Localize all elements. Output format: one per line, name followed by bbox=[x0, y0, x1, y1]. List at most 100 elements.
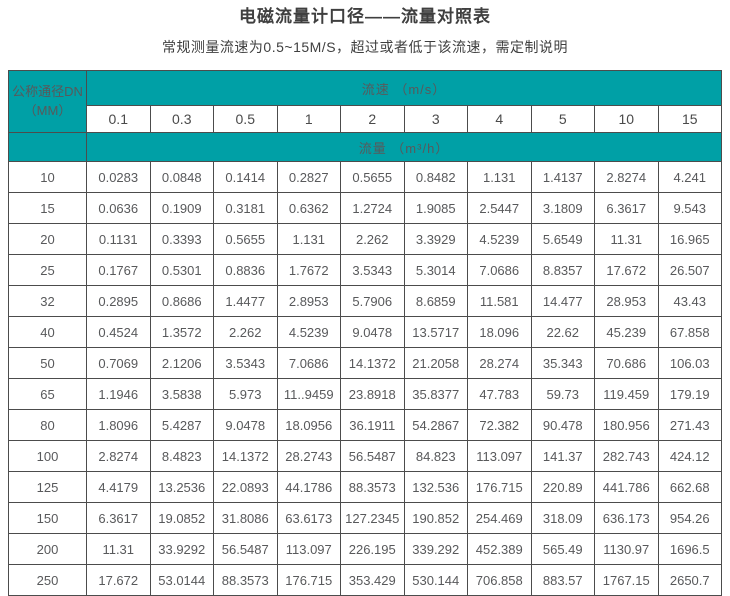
flow-value-cell: 0.8836 bbox=[213, 254, 278, 287]
flow-value-cell: 1130.97 bbox=[594, 533, 659, 566]
flow-value-cell: 452.389 bbox=[467, 533, 532, 566]
page-title: 电磁流量计口径——流量对照表 bbox=[239, 7, 491, 26]
flow-value-cell: 883.57 bbox=[530, 564, 595, 596]
page: 电磁流量计口径——流量对照表 常规测量流速为0.5~15M/S，超过或者低于该流… bbox=[0, 6, 730, 596]
flow-value-cell: 1.4477 bbox=[213, 285, 278, 318]
flow-value-cell: 88.3573 bbox=[213, 564, 278, 596]
velocity-value-cell: 0.3 bbox=[149, 105, 214, 134]
table-row: 10 0.0283 0.0848 0.1414 0.2827 0.5655 0.8482 1.… bbox=[8, 161, 722, 194]
flow-value-cell: 47.783 bbox=[467, 378, 532, 411]
flow-value-cell: 190.852 bbox=[403, 502, 468, 535]
flow-value-cell: 141.37 bbox=[530, 440, 595, 473]
flow-value-cell: 0.7069 bbox=[86, 347, 151, 380]
table-row: 65 1.1946 3.5838 5.973 11..9459 23.8918 35.837… bbox=[8, 378, 722, 411]
flow-value-cell: 6.3617 bbox=[594, 192, 659, 225]
flow-value-cell: 9.543 bbox=[657, 192, 722, 225]
flow-value-cell: 2650.7 bbox=[657, 564, 722, 596]
velocity-value-cell: 5 bbox=[530, 105, 595, 134]
velocity-value-cell: 15 bbox=[657, 105, 722, 134]
flow-value-cell: 18.0956 bbox=[276, 409, 341, 442]
table-row: 15 0.0636 0.1909 0.3181 0.6362 1.2724 1.9085 2.… bbox=[8, 192, 722, 225]
velocity-value-cell: 4 bbox=[467, 105, 532, 134]
flow-value-cell: 2.8953 bbox=[276, 285, 341, 318]
flow-value-cell: 3.5838 bbox=[149, 378, 214, 411]
flow-value-cell: 63.6173 bbox=[276, 502, 341, 535]
flow-value-cell: 17.672 bbox=[594, 254, 659, 287]
table-body: 10 0.0283 0.0848 0.1414 0.2827 0.5655 0.8482 1.… bbox=[8, 161, 722, 596]
flow-value-cell: 530.144 bbox=[403, 564, 468, 596]
flow-value-cell: 0.8482 bbox=[403, 161, 468, 194]
flow-value-cell: 8.6859 bbox=[403, 285, 468, 318]
flow-value-cell: 0.6362 bbox=[276, 192, 341, 225]
flow-value-cell: 36.1911 bbox=[340, 409, 405, 442]
flow-value-cell: 0.3393 bbox=[149, 223, 214, 256]
flow-value-cell: 565.49 bbox=[530, 533, 595, 566]
velocity-value-cell: 10 bbox=[594, 105, 659, 134]
flow-comparison-table: 公称通径DN （MM） 流速 （m/s） 0.1 0.3 0.5 1 2 3 4 5 10 15 … bbox=[8, 70, 722, 596]
table-row: 80 1.8096 5.4287 9.0478 18.0956 36.1911 54.286… bbox=[8, 409, 722, 442]
flow-value-cell: 113.097 bbox=[467, 440, 532, 473]
flow-value-cell: 176.715 bbox=[276, 564, 341, 596]
table-row: 250 17.672 53.0144 88.3573 176.715 353.429 530… bbox=[8, 564, 722, 596]
flow-value-cell: 7.0686 bbox=[276, 347, 341, 380]
flow-value-cell: 31.8086 bbox=[213, 502, 278, 535]
flow-value-cell: 26.507 bbox=[657, 254, 722, 287]
flow-value-cell: 33.9292 bbox=[149, 533, 214, 566]
flow-value-cell: 1.2724 bbox=[340, 192, 405, 225]
flow-value-cell: 53.0144 bbox=[149, 564, 214, 596]
table-header: 公称通径DN （MM） 流速 （m/s） 0.1 0.3 0.5 1 2 3 4 5 10 15 … bbox=[8, 70, 722, 163]
flow-value-cell: 176.715 bbox=[467, 471, 532, 504]
flow-value-cell: 14.1372 bbox=[340, 347, 405, 380]
flow-value-cell: 56.5487 bbox=[340, 440, 405, 473]
flow-value-cell: 44.1786 bbox=[276, 471, 341, 504]
flow-value-cell: 5.3014 bbox=[403, 254, 468, 287]
flow-value-cell: 19.0852 bbox=[149, 502, 214, 535]
flow-span-row: 流量 （m³/h） bbox=[8, 132, 722, 163]
flow-value-cell: 2.8274 bbox=[86, 440, 151, 473]
flow-value-cell: 11.31 bbox=[86, 533, 151, 566]
flow-value-cell: 54.2867 bbox=[403, 409, 468, 442]
flow-value-cell: 5.7906 bbox=[340, 285, 405, 318]
table-row: 25 0.1767 0.5301 0.8836 1.7672 3.5343 5.3014 7.… bbox=[8, 254, 722, 287]
dn-cell: 250 bbox=[8, 564, 87, 596]
table-row: 32 0.2895 0.8686 1.4477 2.8953 5.7906 8.6859 11… bbox=[8, 285, 722, 318]
table-row: 200 11.31 33.9292 56.5487 113.097 226.195 339.… bbox=[8, 533, 722, 566]
flow-value-cell: 5.4287 bbox=[149, 409, 214, 442]
flow-value-cell: 0.0636 bbox=[86, 192, 151, 225]
flow-value-cell: 59.73 bbox=[530, 378, 595, 411]
flow-value-cell: 13.5717 bbox=[403, 316, 468, 349]
dn-cell: 20 bbox=[8, 223, 87, 256]
flow-value-cell: 0.0848 bbox=[149, 161, 214, 194]
flow-value-cell: 5.973 bbox=[213, 378, 278, 411]
flow-value-cell: 4.4179 bbox=[86, 471, 151, 504]
flow-value-cell: 13.2536 bbox=[149, 471, 214, 504]
flow-value-cell: 11.31 bbox=[594, 223, 659, 256]
flow-value-cell: 1.131 bbox=[276, 223, 341, 256]
flow-value-cell: 8.8357 bbox=[530, 254, 595, 287]
flow-value-cell: 28.953 bbox=[594, 285, 659, 318]
velocity-value-cell: 0.1 bbox=[86, 105, 151, 134]
flow-value-cell: 954.26 bbox=[657, 502, 722, 535]
flow-value-cell: 17.672 bbox=[86, 564, 151, 596]
flow-value-cell: 18.096 bbox=[467, 316, 532, 349]
flow-value-cell: 119.459 bbox=[594, 378, 659, 411]
flow-value-cell: 0.1131 bbox=[86, 223, 151, 256]
flow-value-cell: 3.1809 bbox=[530, 192, 595, 225]
flow-value-cell: 11.581 bbox=[467, 285, 532, 318]
flow-value-cell: 0.5655 bbox=[340, 161, 405, 194]
flow-value-cell: 0.0283 bbox=[86, 161, 151, 194]
table-row: 50 0.7069 2.1206 3.5343 7.0686 14.1372 21.2058… bbox=[8, 347, 722, 380]
dn-cell: 32 bbox=[8, 285, 87, 318]
table-row: 100 2.8274 8.4823 14.1372 28.2743 56.5487 84.8… bbox=[8, 440, 722, 473]
flow-value-cell: 180.956 bbox=[594, 409, 659, 442]
flow-value-cell: 1.1946 bbox=[86, 378, 151, 411]
flow-value-cell: 220.89 bbox=[530, 471, 595, 504]
flow-value-cell: 21.2058 bbox=[403, 347, 468, 380]
flow-value-cell: 8.4823 bbox=[149, 440, 214, 473]
corner-header-cell: 公称通径DN （MM） bbox=[8, 70, 87, 134]
flow-value-cell: 4.5239 bbox=[467, 223, 532, 256]
flow-value-cell: 318.09 bbox=[530, 502, 595, 535]
flow-value-cell: 127.2345 bbox=[340, 502, 405, 535]
flow-value-cell: 254.469 bbox=[467, 502, 532, 535]
flow-value-cell: 339.292 bbox=[403, 533, 468, 566]
